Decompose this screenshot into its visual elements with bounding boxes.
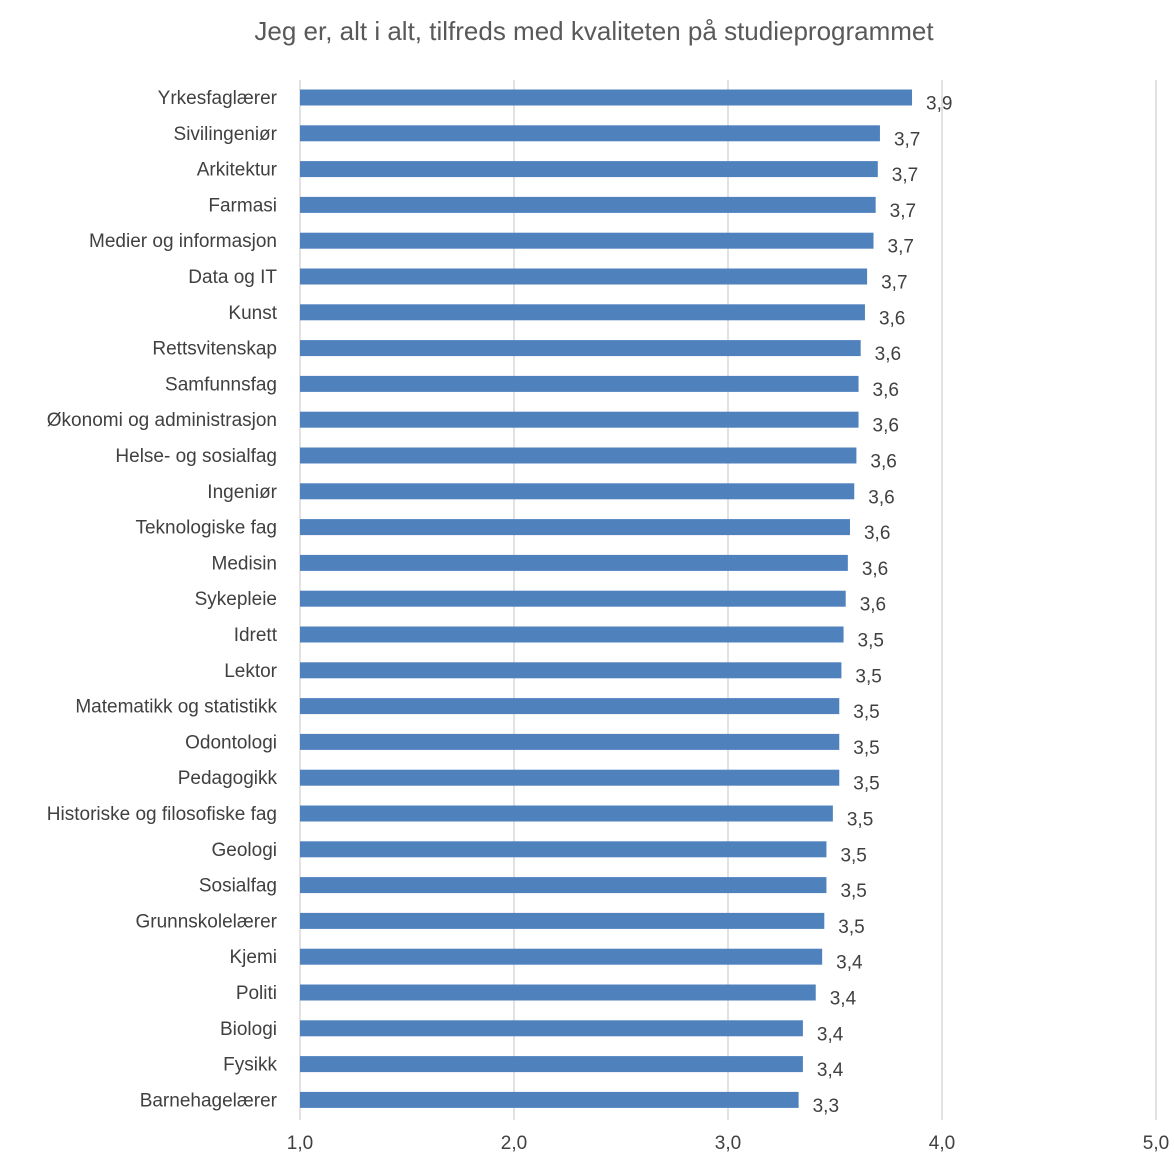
data-label: 3,4 [817,1024,844,1045]
x-tick-label: 4,0 [929,1133,955,1154]
bar [300,89,913,106]
data-label: 3,5 [847,810,873,831]
bar [300,984,816,1001]
data-label: 3,5 [840,881,866,902]
category-label: Økonomi og administrasjon [47,410,277,431]
bar [300,196,876,213]
bar [300,769,840,786]
category-label: Biologi [220,1019,277,1040]
category-label: Samfunnsfag [165,374,277,395]
bar-series [300,89,913,1108]
bar [300,805,833,822]
x-tick-label: 3,0 [715,1133,741,1154]
bar [300,411,859,428]
data-label: 3,4 [836,953,863,974]
category-label: Pedagogikk [178,768,278,789]
bar [300,877,827,894]
category-label: Historiske og filosofiske fag [47,804,277,825]
category-label: Fysikk [223,1055,277,1076]
data-label: 3,6 [868,487,894,508]
data-label: 3,5 [855,666,881,687]
category-label: Rettsvitenskap [152,339,277,360]
category-labels: Yrkesfaglærer Sivilingeniør Arkitektur Farm… [47,88,278,1111]
bar [300,698,840,715]
bar [300,125,880,142]
data-label: 3,6 [860,595,886,616]
bar [300,340,861,357]
bar [300,1091,799,1108]
category-label: Helse- og sosialfag [115,446,277,467]
category-label: Kunst [228,303,277,324]
data-label: 3,5 [858,631,884,652]
category-label: Grunnskolelærer [136,911,278,932]
data-label: 3,6 [873,380,899,401]
data-label: 3,7 [881,273,907,294]
data-label: 3,6 [864,523,890,544]
category-label: Geologi [212,840,278,861]
bar [300,948,823,965]
category-label: Farmasi [208,195,277,216]
data-labels: 3,9 3,7 3,7 3,7 3,7 3,7 3,6 3,6 3,6 3,6 3,6 3,6 3,6 3… [813,94,953,1117]
x-tick-label: 2,0 [501,1133,527,1154]
category-label: Medisin [212,553,277,574]
bar [300,626,844,643]
data-label: 3,7 [890,201,916,222]
bar [300,447,857,464]
category-label: Yrkesfaglærer [158,88,278,109]
x-axis-tick-labels: 1,0 2,0 3,0 4,0 5,0 [287,1133,1169,1154]
data-label: 3,6 [879,308,905,329]
data-label: 3,6 [873,416,899,437]
category-label: Idrett [234,625,278,646]
bar [300,1056,803,1073]
category-label: Data og IT [188,267,277,288]
x-tick-label: 1,0 [287,1133,313,1154]
category-label: Matematikk og statistikk [75,697,277,718]
bar [300,375,859,392]
category-label: Sosialfag [199,876,277,897]
data-label: 3,6 [862,559,888,580]
data-label: 3,7 [894,129,920,150]
data-label: 3,6 [875,344,901,365]
bar [300,304,865,321]
bar [300,1020,803,1037]
bar [300,733,840,750]
bar [300,268,868,285]
bar [300,554,848,571]
data-label: 3,5 [853,774,879,795]
chart-title: Jeg er, alt i alt, tilfreds med kvalitet… [254,16,934,46]
data-label: 3,6 [870,452,896,473]
data-label: 3,5 [838,917,864,938]
data-label: 3,3 [813,1096,839,1117]
bar [300,912,825,929]
bar [300,519,850,536]
category-label: Barnehagelærer [140,1090,278,1111]
bar [300,590,846,607]
data-label: 3,9 [926,94,952,115]
category-label: Politi [236,983,277,1004]
data-label: 3,5 [840,845,866,866]
category-label: Ingeniør [207,482,277,503]
bar [300,232,874,249]
category-label: Kjemi [229,947,277,968]
data-label: 3,4 [830,989,857,1010]
data-label: 3,5 [853,738,879,759]
data-label: 3,4 [817,1060,844,1081]
data-label: 3,7 [892,165,918,186]
data-label: 3,7 [888,237,914,258]
category-label: Sivilingeniør [174,124,278,145]
category-label: Lektor [224,661,277,682]
bar [300,161,878,178]
category-label: Odontologi [185,732,277,753]
bar [300,841,827,858]
category-label: Sykepleie [195,589,277,610]
data-label: 3,5 [853,702,879,723]
category-label: Teknologiske fag [135,518,277,539]
x-tick-label: 5,0 [1143,1133,1169,1154]
bar [300,483,855,500]
category-label: Medier og informasjon [89,231,277,252]
bar [300,662,842,679]
category-label: Arkitektur [197,160,278,181]
